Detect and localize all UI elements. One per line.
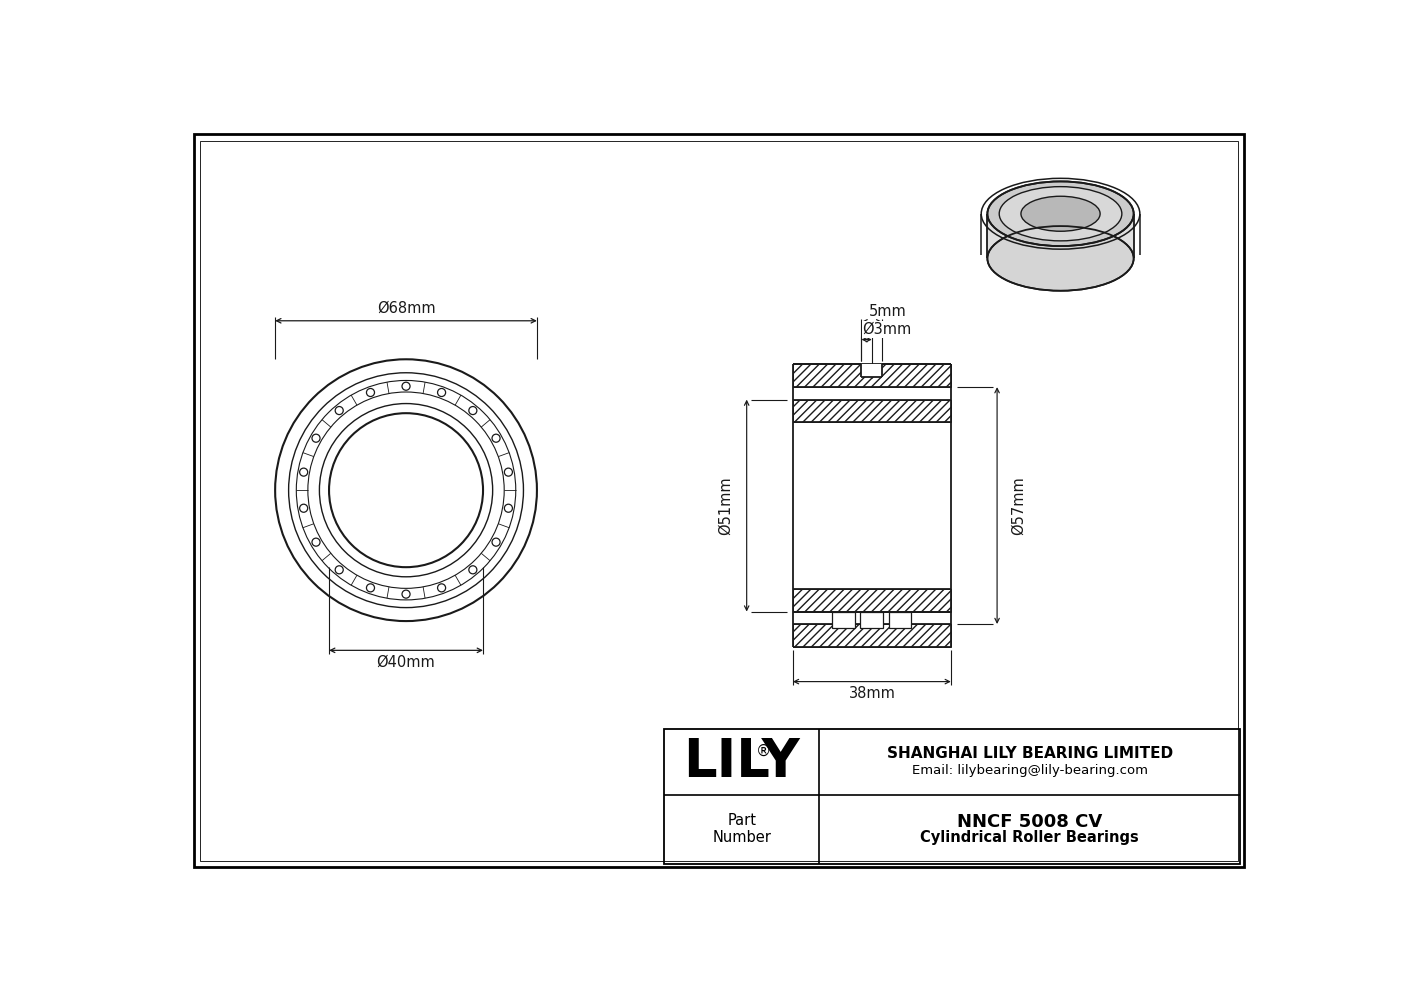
Text: LILY: LILY xyxy=(683,736,800,788)
Bar xyxy=(832,612,856,628)
Bar xyxy=(793,588,951,612)
Text: Cylindrical Roller Bearings: Cylindrical Roller Bearings xyxy=(920,830,1139,845)
Bar xyxy=(888,612,912,628)
Bar xyxy=(860,612,884,628)
Text: Ø68mm: Ø68mm xyxy=(377,301,435,316)
Bar xyxy=(793,624,951,647)
Bar xyxy=(861,364,882,377)
Text: Ø57mm: Ø57mm xyxy=(1012,476,1026,535)
Text: Ø3mm: Ø3mm xyxy=(863,322,912,337)
Bar xyxy=(793,400,951,423)
Text: SHANGHAI LILY BEARING LIMITED: SHANGHAI LILY BEARING LIMITED xyxy=(887,746,1173,761)
Bar xyxy=(664,729,1240,864)
Text: ®: ® xyxy=(756,744,770,759)
Text: Part
Number: Part Number xyxy=(713,813,772,845)
Ellipse shape xyxy=(999,186,1122,241)
Text: Email: lilybearing@lily-bearing.com: Email: lilybearing@lily-bearing.com xyxy=(912,764,1148,777)
Polygon shape xyxy=(988,213,1134,258)
Text: 5mm: 5mm xyxy=(868,304,906,318)
Ellipse shape xyxy=(988,182,1134,246)
Text: 38mm: 38mm xyxy=(849,686,895,701)
Ellipse shape xyxy=(988,226,1134,291)
Bar xyxy=(793,364,951,387)
Text: Ø40mm: Ø40mm xyxy=(376,655,435,670)
Text: Ø51mm: Ø51mm xyxy=(717,476,732,535)
Text: NNCF 5008 CV: NNCF 5008 CV xyxy=(957,812,1103,830)
Ellipse shape xyxy=(1021,196,1100,231)
